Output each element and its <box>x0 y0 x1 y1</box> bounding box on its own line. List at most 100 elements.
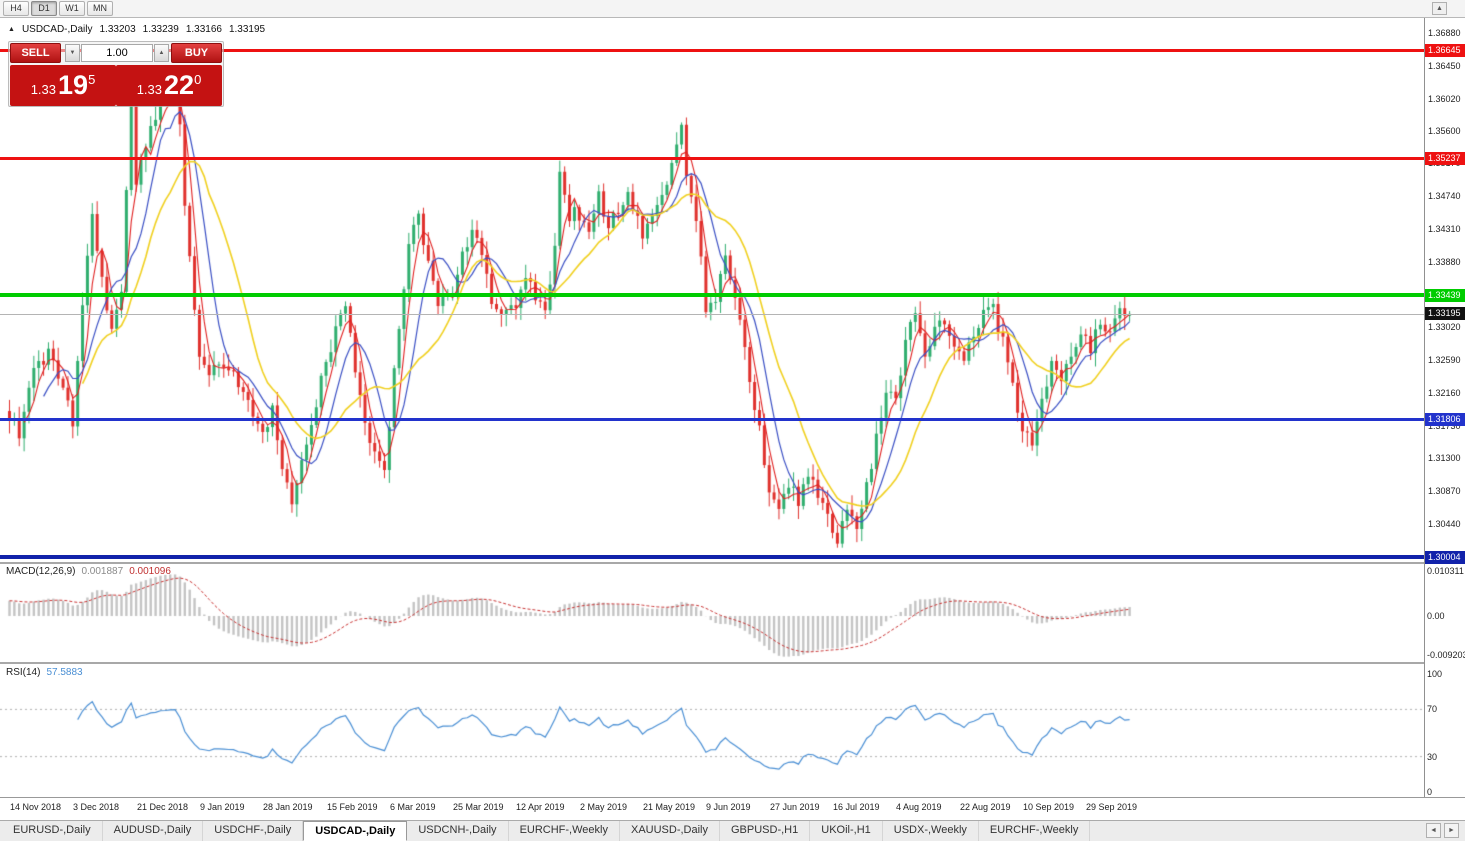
date-axis-label: 14 Nov 2018 <box>10 802 62 812</box>
macd-axis-value: 0.00 <box>1427 611 1445 621</box>
chart-tab-strip: EURUSD-,Daily AUDUSD-,Daily USDCHF-,Daily U… <box>2 821 1091 841</box>
date-axis-label: 4 Aug 2019 <box>896 802 942 812</box>
level-price-badge: 1.30004 <box>1425 551 1465 564</box>
rsi-axis-value: 100 <box>1427 669 1443 679</box>
timeframe-toolbar: H4 D1 W1 MN ▲ <box>0 0 1465 18</box>
ohlc-close: 1.33195 <box>228 24 266 35</box>
date-axis-label: 29 Sep 2019 <box>1086 802 1138 812</box>
trade-quotes-row: 1.33 19 5 1.33 22 0 <box>10 65 222 106</box>
level-price-badge: 1.36645 <box>1425 44 1465 57</box>
date-axis-label: 9 Jun 2019 <box>706 802 751 812</box>
buy-button[interactable]: BUY <box>171 43 222 63</box>
price-axis-tick: 1.31730 <box>1428 421 1461 431</box>
rsi-indicator-canvas[interactable] <box>0 664 1424 798</box>
rsi-axis-value: 70 <box>1427 704 1438 714</box>
price-axis-tick: 1.36450 <box>1428 61 1461 71</box>
one-click-trading-panel: SELL ▼ ▲ BUY 1.33 19 5 1.33 22 0 <box>8 41 224 107</box>
chart-tab-bar: EURUSD-,Daily AUDUSD-,Daily USDCHF-,Daily U… <box>0 820 1465 841</box>
date-axis-label: 21 May 2019 <box>643 802 696 812</box>
date-axis-label: 6 Mar 2019 <box>390 802 436 812</box>
current-price-badge: 1.33195 <box>1425 307 1465 320</box>
timeframe-button-h4[interactable]: H4 <box>3 1 29 16</box>
volume-input[interactable] <box>81 44 153 62</box>
chart-tab-xauusd-daily[interactable]: XAUUSD-,Daily <box>620 821 720 841</box>
date-axis-label: 16 Jul 2019 <box>833 802 880 812</box>
rsi-axis-value: 30 <box>1427 752 1438 762</box>
level-price-badge: 1.35237 <box>1425 152 1465 165</box>
price-axis-tick: 1.32160 <box>1428 388 1461 398</box>
rsi-axis-value: 0 <box>1427 787 1433 797</box>
tabs-scroll-right-icon[interactable]: ► <box>1444 823 1459 838</box>
chart-tab-audusd-daily[interactable]: AUDUSD-,Daily <box>103 821 204 841</box>
date-axis-label: 21 Dec 2018 <box>137 802 189 812</box>
level-price-badge: 1.31806 <box>1425 413 1465 426</box>
chart-tab-usdchf-daily[interactable]: USDCHF-,Daily <box>203 821 304 841</box>
date-axis-label: 25 Mar 2019 <box>453 802 504 812</box>
price-axis-tick: 1.33880 <box>1428 257 1461 267</box>
volume-decrease-icon[interactable]: ▼ <box>65 44 80 62</box>
timeframe-button-mn[interactable]: MN <box>87 1 113 16</box>
date-axis-label: 3 Dec 2018 <box>73 802 120 812</box>
date-axis-label: 27 Jun 2019 <box>770 802 820 812</box>
chart-tab-usdcnh-daily[interactable]: USDCNH-,Daily <box>407 821 509 841</box>
sell-button[interactable]: SELL <box>10 43 61 63</box>
date-axis-label: 28 Jan 2019 <box>263 802 313 812</box>
chart-tab-usdx-weekly[interactable]: USDX-,Weekly <box>883 821 979 841</box>
ask-price-display[interactable]: 1.33 22 0 <box>116 65 222 106</box>
chart-tab-eurchf-weekly[interactable]: EURCHF-,Weekly <box>509 821 620 841</box>
scroll-up-icon[interactable]: ▲ <box>1432 2 1447 15</box>
date-axis-label: 2 May 2019 <box>580 802 628 812</box>
ask-pips: 22 <box>164 70 195 100</box>
timeframe-button-d1[interactable]: D1 <box>31 1 57 16</box>
date-axis-label: 15 Feb 2019 <box>327 802 378 812</box>
rsi-name: RSI(14) <box>6 667 41 678</box>
chart-symbol-period: USDCAD-,Daily <box>21 24 93 35</box>
price-chart-canvas[interactable] <box>0 18 1424 562</box>
price-axis-tick: 1.33020 <box>1428 322 1461 332</box>
chart-tab-eurchf-weekly[interactable]: EURCHF-,Weekly <box>979 821 1091 841</box>
price-axis-tick: 1.36880 <box>1428 28 1461 38</box>
level-line-1-36645[interactable] <box>0 49 1424 52</box>
price-axis[interactable]: 1.368801.364501.360201.356001.351701.347… <box>1424 18 1465 797</box>
tabs-scroll-left-icon[interactable]: ◄ <box>1426 823 1441 838</box>
macd-axis-value: 0.010311 <box>1427 566 1464 576</box>
macd-signal-value: 0.001096 <box>129 566 171 577</box>
chart-title: ▲ USDCAD-,Daily 1.33203 1.33239 1.33166 … <box>8 24 265 35</box>
price-axis-tick: 1.30440 <box>1428 519 1461 529</box>
macd-name: MACD(12,26,9) <box>6 566 76 577</box>
price-axis-tick: 1.31300 <box>1428 453 1461 463</box>
rsi-value: 57.5883 <box>46 667 83 678</box>
ohlc-open: 1.33203 <box>99 24 136 35</box>
macd-indicator-canvas[interactable] <box>0 564 1424 662</box>
level-line-1-30004[interactable] <box>0 555 1424 559</box>
level-line-1-31806[interactable] <box>0 418 1424 421</box>
macd-label: MACD(12,26,9) 0.001887 0.001096 <box>6 566 171 577</box>
date-axis[interactable]: 14 Nov 2018 3 Dec 2018 21 Dec 2018 9 Jan 20… <box>0 798 1424 818</box>
macd-main-value: 0.001887 <box>81 566 124 577</box>
ask-base: 1.33 <box>136 81 163 97</box>
chart-tab-ukoil-h1[interactable]: UKOil-,H1 <box>810 821 883 841</box>
date-axis-label: 22 Aug 2019 <box>960 802 1011 812</box>
trade-controls-row: SELL ▼ ▲ BUY <box>10 43 222 64</box>
current-price-line <box>0 314 1424 315</box>
volume-increase-icon[interactable]: ▲ <box>154 44 169 62</box>
date-axis-label: 12 Apr 2019 <box>516 802 565 812</box>
ask-point: 0 <box>194 71 202 87</box>
price-axis-tick: 1.35600 <box>1428 126 1461 136</box>
chart-tab-eurusd-daily[interactable]: EURUSD-,Daily <box>2 821 103 841</box>
chart-bottom-border <box>0 797 1465 798</box>
level-line-1-33439[interactable] <box>0 293 1424 297</box>
level-line-1-35237[interactable] <box>0 157 1424 160</box>
rsi-panel-separator[interactable] <box>0 662 1465 664</box>
price-axis-tick: 1.36020 <box>1428 94 1461 104</box>
price-axis-tick: 1.34740 <box>1428 191 1461 201</box>
bid-price-display[interactable]: 1.33 19 5 <box>10 65 116 106</box>
chart-tab-usdcad-daily[interactable]: USDCAD-,Daily <box>303 821 408 841</box>
price-axis-tick: 1.30870 <box>1428 486 1461 496</box>
timeframe-button-w1[interactable]: W1 <box>59 1 85 16</box>
level-price-badge: 1.33439 <box>1425 289 1465 302</box>
bid-pips: 19 <box>58 70 89 100</box>
macd-panel-separator[interactable] <box>0 562 1465 564</box>
chart-tab-gbpusd-h1[interactable]: GBPUSD-,H1 <box>720 821 811 841</box>
